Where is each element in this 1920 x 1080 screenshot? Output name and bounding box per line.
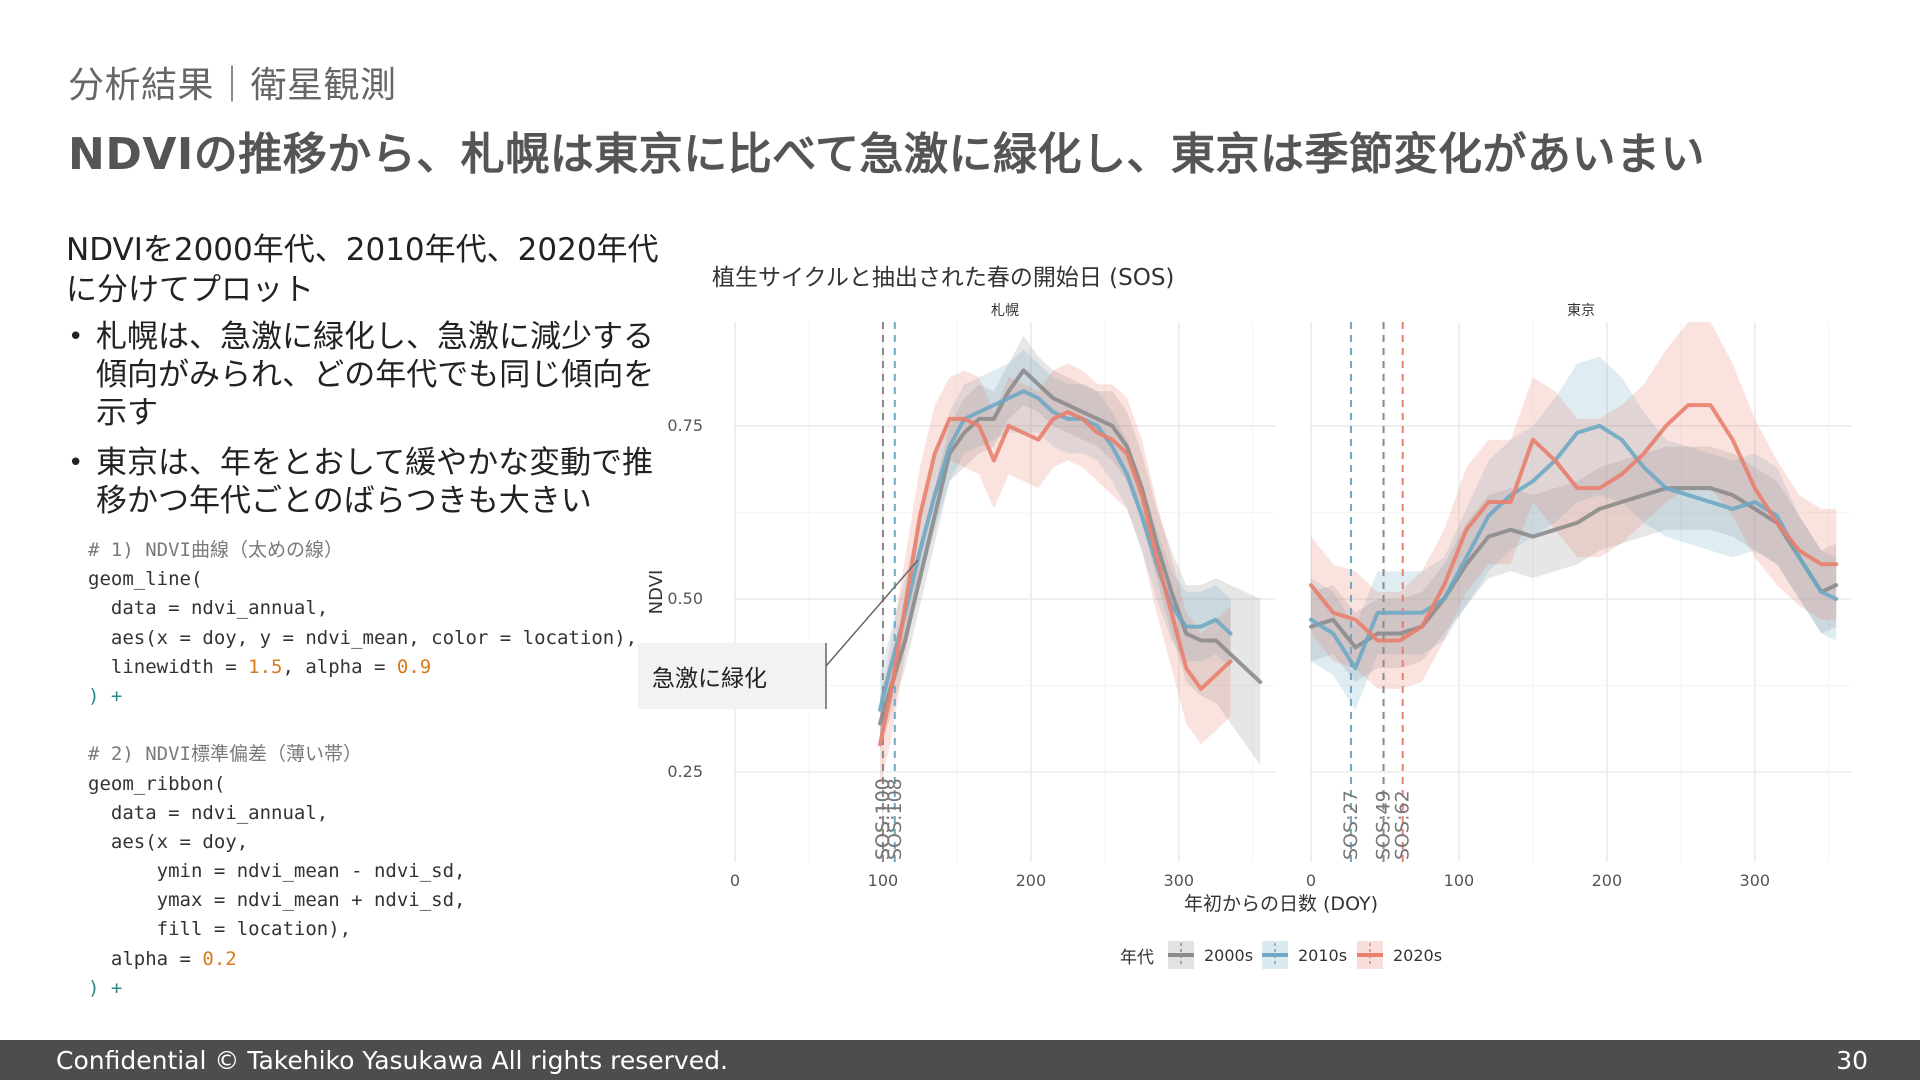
code-line: ymin = ndvi_mean - ndvi_sd, [88, 860, 466, 883]
x-tick-label: 100 [1444, 871, 1475, 890]
legend-label-2000s: 2000s [1204, 946, 1253, 965]
code-blank [88, 711, 637, 740]
legend-key-bg-2010s [1262, 941, 1288, 969]
code-line: aes(x = doy, y = ndvi_mean, color = loca… [88, 626, 638, 649]
code-number: 0.2 [202, 947, 237, 970]
x-tick-label: 200 [1592, 871, 1623, 890]
legend-label-2010s: 2010s [1298, 946, 1347, 965]
ribbon-2020s [1311, 322, 1837, 689]
x-tick-label: 300 [1740, 871, 1771, 890]
x-tick-label: 300 [1164, 871, 1195, 890]
sos-label: SOS:27 [1340, 790, 1362, 860]
code-line: fill = location), [88, 918, 352, 941]
code-line: geom_ribbon( [88, 772, 226, 795]
annotation-pointer [825, 559, 919, 667]
y-tick-label: 0.50 [667, 589, 703, 608]
code-line: data = ndvi_annual, [88, 597, 329, 620]
legend-key-bg-2020s [1357, 941, 1383, 969]
ribbon-2020s [879, 363, 1231, 786]
sos-label: SOS:108 [884, 778, 906, 860]
sos-label: SOS:100 [872, 778, 894, 860]
chart-title: 植生サイクルと抽出された春の開始日 (SOS) [712, 265, 1175, 291]
y-axis-title: NDVI [646, 570, 667, 615]
slide-headline: NDVIの推移から、札幌は東京に比べて急激に緑化し、東京は季節変化があいまい [68, 129, 1706, 180]
legend-label-2020s: 2020s [1393, 946, 1442, 965]
sos-label: SOS:62 [1392, 790, 1414, 860]
code-token: linewidth = [88, 655, 249, 678]
code-number: 0.9 [396, 655, 432, 678]
code-token: alpha = [88, 947, 203, 970]
sos-label: SOS:49 [1372, 790, 1394, 860]
code-line: alpha = 0.2 [88, 945, 637, 974]
series-line-2010s [877, 389, 1233, 712]
series-line-2000s [1309, 486, 1839, 650]
code-line: ) + [88, 976, 123, 999]
x-tick-label: 0 [1306, 871, 1316, 890]
bullet-tokyo: 東京は、年をとおして緩やかな変動で推移かつ年代ごとのばらつきも大きい [66, 444, 666, 520]
code-comment: # 2) NDVI標準偏差（薄い帯） [88, 743, 362, 766]
code-line: geom_line( [88, 568, 203, 591]
panel-title: 東京 [1567, 303, 1595, 319]
lead-text: NDVIを2000年代、2010年代、2020年代に分けてプロット [66, 232, 659, 308]
code-line: data = ndvi_annual, [88, 801, 329, 824]
series-line-2020s [1309, 403, 1839, 643]
bullet-list: 札幌は、急激に緑化し、急激に減少する傾向がみられ、どの年代でも同じ傾向を示す 東… [66, 318, 666, 532]
legend-title: 年代 [1120, 948, 1154, 968]
code-line: ymax = ndvi_mean + ndvi_sd, [88, 889, 466, 912]
ribbon-2010s [879, 349, 1231, 745]
series-line-2000s [877, 368, 1263, 726]
series-line-2020s [877, 410, 1233, 747]
y-tick-label: 0.75 [667, 416, 703, 435]
annotation-text: 急激に緑化 [652, 666, 767, 692]
page-number: 30 [1836, 1046, 1868, 1075]
code-number: 1.5 [248, 655, 283, 678]
panel-title: 札幌 [991, 303, 1019, 319]
legend-key-bg-2000s [1168, 941, 1194, 969]
x-tick-label: 100 [868, 871, 899, 890]
series-line-2010s [1309, 423, 1839, 671]
code-line: aes(x = doy, [88, 830, 249, 853]
x-tick-label: 200 [1016, 871, 1047, 890]
y-tick-label: 0.25 [667, 762, 703, 781]
ribbon-2010s [1311, 356, 1837, 710]
x-tick-label: 0 [730, 871, 740, 890]
ribbon-2000s [1311, 446, 1837, 682]
sos-label: SOS:100 [872, 778, 894, 860]
code-token: , alpha = [282, 655, 397, 678]
ribbon-2000s [879, 335, 1261, 766]
copyright-text: Confidential © Takehiko Yasukawa All rig… [56, 1046, 728, 1075]
bullet-sapporo: 札幌は、急激に緑化し、急激に減少する傾向がみられ、どの年代でも同じ傾向を示す [66, 318, 666, 432]
code-line: ) + [88, 684, 123, 707]
slide-subtitle: 分析結果｜衛星観測 [68, 65, 397, 106]
annotation-box [638, 643, 826, 709]
code-comment: # 1) NDVI曲線（太めの線） [88, 539, 343, 561]
footer-bar: Confidential © Takehiko Yasukawa All rig… [0, 1040, 1920, 1080]
code-line: linewidth = 1.5, alpha = 0.9 [88, 653, 637, 682]
x-axis-title: 年初からの日数 (DOY) [1184, 893, 1378, 915]
code-block: # 1) NDVI曲線（太めの線） geom_line( data = ndvi… [88, 536, 637, 1003]
